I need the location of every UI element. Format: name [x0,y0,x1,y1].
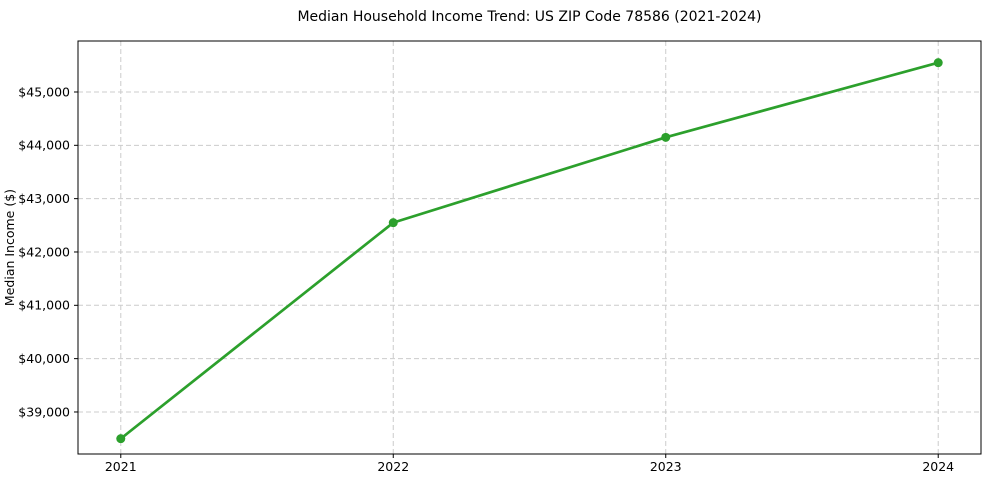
y-tick-label: $42,000 [18,244,70,259]
plot-border [77,40,982,455]
y-tick-label: $41,000 [18,298,70,313]
y-tick-label: $40,000 [18,351,70,366]
data-point [661,132,671,142]
x-tick-label: 2024 [922,459,954,474]
x-tick-label: 2021 [105,459,137,474]
y-tick-label: $45,000 [18,84,70,99]
y-tick-label: $39,000 [18,404,70,419]
y-tick-label: $44,000 [18,138,70,153]
data-point [933,58,943,68]
data-point [116,434,126,444]
x-tick-label: 2022 [377,459,409,474]
plot-area: $39,000 $40,000 $41,000 $42,000 $43,000 $44,0… [18,40,982,474]
y-axis-title: Median Income ($) [2,189,17,306]
y-tick-label: $43,000 [18,191,70,206]
series-line [119,61,940,440]
data-point [388,218,398,228]
x-tick-label: 2023 [650,459,682,474]
chart-title: Median Household Income Trend: US ZIP Co… [297,9,761,25]
